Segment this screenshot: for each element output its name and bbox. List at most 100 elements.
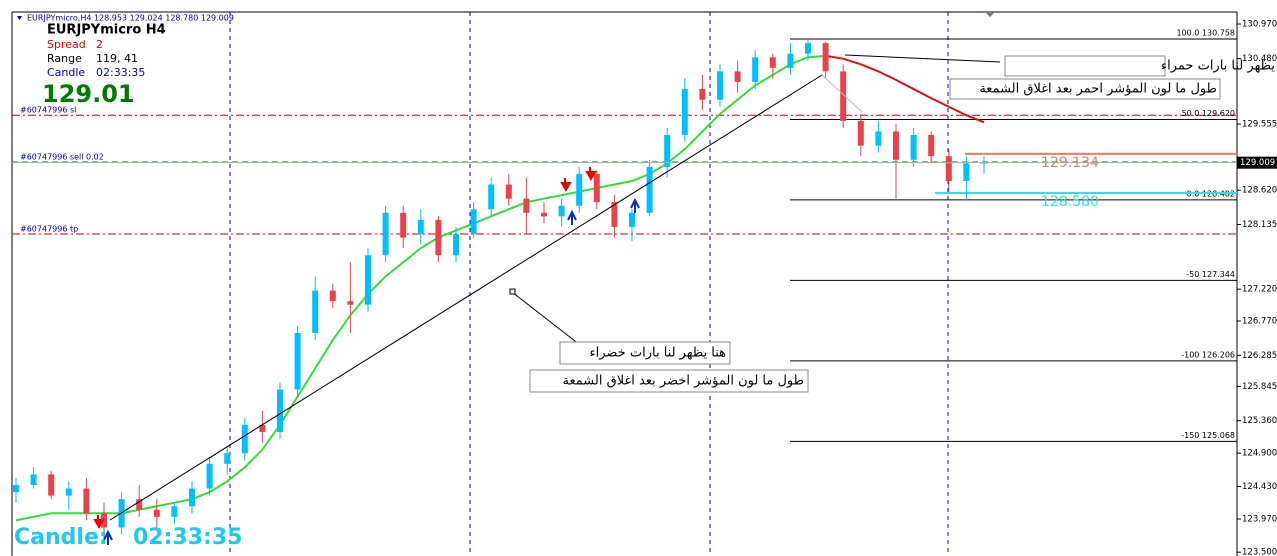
- y-tick-label: 125.845: [1242, 382, 1277, 392]
- candle-body: [241, 424, 248, 454]
- indicator-line: [825, 54, 985, 124]
- range-label: Range: [47, 52, 82, 65]
- candle-body: [611, 202, 618, 227]
- candle-body: [699, 89, 706, 100]
- candle-body: [734, 71, 741, 82]
- y-tick-label: 127.220: [1242, 285, 1277, 295]
- candle-body: [629, 212, 635, 227]
- callout-line: [844, 54, 1001, 63]
- candle-body: [259, 424, 266, 432]
- candle-body: [48, 474, 55, 496]
- y-tick-label: 126.285: [1242, 351, 1277, 361]
- spread-value: 2: [96, 38, 103, 51]
- candle-body: [83, 488, 90, 514]
- order-label: #60747996 tp: [20, 225, 78, 234]
- signal-arrows: [93, 167, 640, 545]
- candle-body: [505, 184, 512, 199]
- candle-body: [945, 156, 952, 181]
- y-tick-label: 130.480: [1242, 54, 1277, 64]
- candle-body: [541, 212, 547, 217]
- candle-body: [329, 290, 336, 302]
- fibo-label: -50 127.344: [1186, 270, 1235, 279]
- candle-body: [822, 43, 829, 72]
- candle-body: [153, 509, 160, 517]
- candle-label: Candle: [47, 66, 85, 79]
- candle-body: [189, 488, 195, 507]
- chart-title: EURJPYmicro H4: [47, 23, 166, 38]
- candle-body: [171, 506, 178, 517]
- annotation: طول ما لون المؤشر اخضر بعد اغلاق الشمعة: [563, 374, 804, 389]
- annotation: هنا يظهر لنا بارات حمراء: [1161, 59, 1277, 74]
- anchor: [509, 288, 516, 295]
- candle-body: [928, 135, 935, 157]
- annotation-box: [559, 341, 731, 365]
- menu-icon: [17, 16, 22, 20]
- y-tick-label: 128.620: [1242, 186, 1277, 196]
- y-tick-label: 123.500: [1242, 548, 1277, 556]
- range-value: 119, 41: [96, 52, 138, 65]
- trend-line: [821, 74, 863, 113]
- symbol-line: EURJPYmicro,H4 128.953 129.024 128.780 1…: [27, 14, 234, 23]
- y-tick-label: 126.770: [1242, 316, 1277, 326]
- annotation-box: [529, 369, 809, 393]
- price-display: 129.01: [42, 80, 135, 108]
- candle-body: [453, 234, 459, 256]
- y-tick-label: 123.970: [1242, 514, 1277, 524]
- annotation-box: [949, 78, 1221, 100]
- candle-body: [312, 290, 319, 333]
- callout-line: [511, 291, 581, 346]
- candle-body: [787, 53, 794, 68]
- candle-body: [576, 173, 583, 206]
- candle-time: 02:33:35: [96, 66, 145, 79]
- candle-body: [382, 212, 389, 256]
- candle-body: [664, 135, 671, 167]
- candle-body: [558, 205, 565, 217]
- candle-body: [769, 57, 776, 68]
- candle-body: [963, 163, 970, 181]
- current-price-label: 129.009: [1240, 158, 1275, 168]
- candle-body: [523, 198, 530, 213]
- bottom-candle-time: 02:33:35: [133, 525, 242, 550]
- annotation: هنا يظهر لنا بارات خضراء: [590, 346, 727, 361]
- candle-body: [417, 219, 424, 235]
- candle-body: [717, 71, 723, 100]
- order-label: #60747996 sl: [20, 106, 76, 115]
- candle-body: [435, 219, 442, 256]
- candle-body: [365, 255, 371, 305]
- candle-body: [101, 513, 107, 528]
- annotation: طول ما لون المؤشر احمر بعد اغلاق الشمعة: [979, 82, 1217, 97]
- candle-body: [224, 453, 231, 464]
- price-label: 128.580: [1041, 194, 1099, 210]
- y-tick-label: 125.360: [1242, 416, 1277, 426]
- y-tick-label: 128.135: [1242, 220, 1277, 230]
- annotation-box: [1004, 55, 1166, 77]
- candle-body: [646, 166, 653, 213]
- shift-marker: [985, 12, 995, 17]
- candle-body: [805, 43, 811, 54]
- candle-body: [752, 57, 759, 82]
- indicator-line: [15, 54, 826, 522]
- candle-body: [470, 209, 477, 235]
- current-price-box: [1237, 156, 1277, 169]
- fibo-label: -150 125.068: [1181, 431, 1235, 440]
- trend-line: [109, 74, 823, 521]
- fibo-label: 50.0 129.620: [1182, 109, 1235, 118]
- candle-body: [681, 89, 688, 136]
- period-separators: [229, 12, 949, 556]
- candle-body: [910, 135, 917, 160]
- candle-body: [30, 474, 37, 486]
- candle-body: [840, 71, 847, 121]
- candle-body: [277, 389, 283, 432]
- bottom-candle-label: Candle:: [14, 525, 108, 550]
- candle-body: [294, 332, 301, 390]
- fibo-label: 100.0 130.758: [1176, 29, 1235, 38]
- candle-body: [347, 301, 354, 305]
- y-tick-label: 124.430: [1242, 482, 1277, 492]
- candle-body: [488, 184, 495, 210]
- fibo-label: -100 126.206: [1181, 350, 1235, 359]
- candle-body: [206, 463, 213, 489]
- candle-body: [593, 173, 600, 203]
- candle-body: [65, 488, 72, 496]
- y-tick-label: 124.900: [1242, 449, 1277, 459]
